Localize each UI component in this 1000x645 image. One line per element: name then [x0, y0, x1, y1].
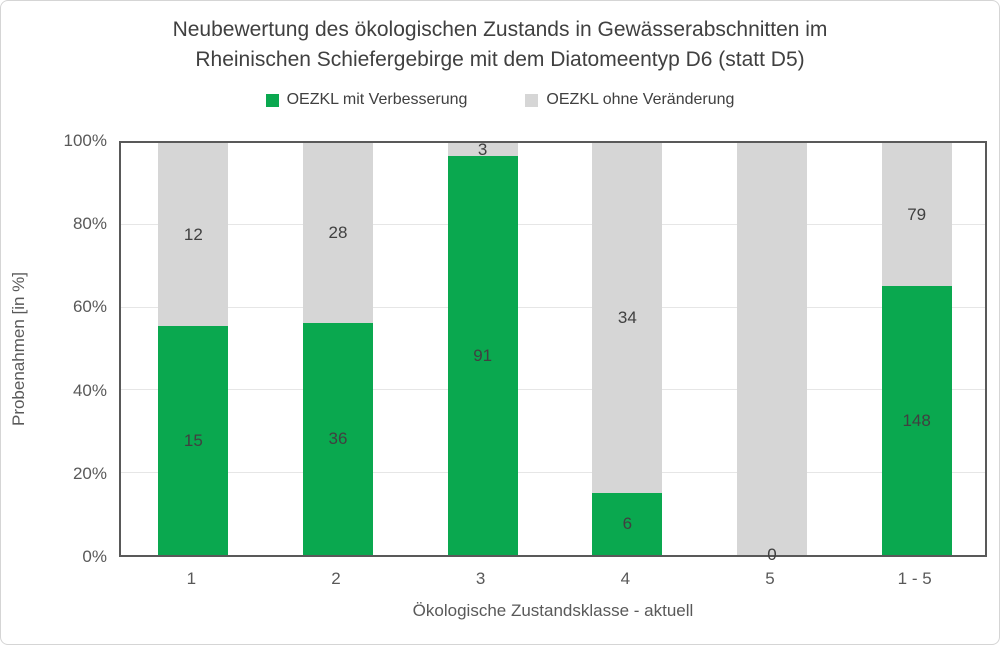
bar-label-green-1: 15 [183, 430, 203, 450]
bar-label-green-5: 0 [767, 545, 777, 564]
bar-label-green-3: 91 [473, 345, 493, 365]
bar-segment-green-3 [447, 156, 518, 555]
bar-segment-gray-4 [592, 143, 663, 494]
bar-label-green-4: 6 [622, 514, 633, 534]
legend-item-no-change: OEZKL ohne Veränderung [525, 91, 734, 109]
legend-swatch-gray-icon [525, 93, 539, 107]
x-tick-1: 1 [186, 569, 197, 588]
gridline-80 [121, 224, 985, 226]
chart-title-line2: Rheinischen Schiefergebirge mit dem Diat… [195, 48, 805, 71]
bar-label-gray-4: 34 [617, 308, 637, 328]
chart-title-line1: Neubewertung des ökologischen Zustands i… [172, 18, 828, 41]
bar-segment-gray-2 [303, 143, 373, 324]
bar-segment-green-4 [592, 493, 663, 555]
bar-segment-green-1 - 5 [881, 286, 952, 555]
gridline-40 [121, 389, 985, 391]
legend-item-improvement: OEZKL mit Verbesserung [265, 91, 468, 109]
y-axis-title: Probenahmen [in %] [9, 271, 28, 427]
legend-swatch-green-icon [265, 93, 279, 107]
bar-label-gray-1: 12 [183, 224, 203, 244]
y-tick-100pct: 100% [63, 131, 107, 150]
bar-segment-gray-3 [447, 143, 518, 157]
bar-label-green-2: 36 [328, 429, 348, 449]
y-tick-20pct: 20% [72, 463, 107, 483]
bar-segment-gray-5 [737, 143, 807, 555]
gridline-60 [121, 306, 985, 308]
bar-label-gray-1 - 5: 79 [907, 204, 927, 224]
y-tick-60pct: 60% [72, 297, 107, 317]
legend-label-improvement: OEZKL mit Verbesserung [286, 91, 468, 108]
x-axis-title: Ökologische Zustandsklasse - aktuell [412, 601, 694, 620]
x-tick-3: 3 [475, 569, 486, 588]
legend: OEZKL mit Verbesserung OEZKL ohne Veränd… [1, 91, 999, 109]
bar-label-gray-2: 28 [328, 223, 348, 243]
y-tick-80pct: 80% [72, 214, 107, 234]
x-tick-2: 2 [331, 569, 341, 588]
x-tick-1 - 5: 1 - 5 [897, 569, 932, 588]
bar-segment-green-1 [158, 326, 229, 555]
gridline-20 [121, 471, 985, 473]
y-tick-0pct: 0% [82, 547, 107, 566]
bar-label-green-1 - 5: 148 [902, 410, 931, 430]
x-tick-4: 4 [620, 569, 631, 588]
bar-segment-green-2 [303, 323, 373, 555]
y-tick-40pct: 40% [72, 380, 107, 400]
bar-segment-gray-1 - 5 [881, 143, 952, 287]
plot-area: 15 12 36 28 91 3 6 34 0 148 79 [119, 139, 987, 564]
chart-title: Neubewertung des ökologischen Zustands i… [1, 15, 999, 75]
legend-label-no-change: OEZKL ohne Veränderung [546, 91, 735, 108]
bar-segment-gray-1 [158, 143, 229, 327]
bar-label-gray-3: 3 [477, 139, 488, 159]
x-tick-5: 5 [765, 569, 775, 588]
